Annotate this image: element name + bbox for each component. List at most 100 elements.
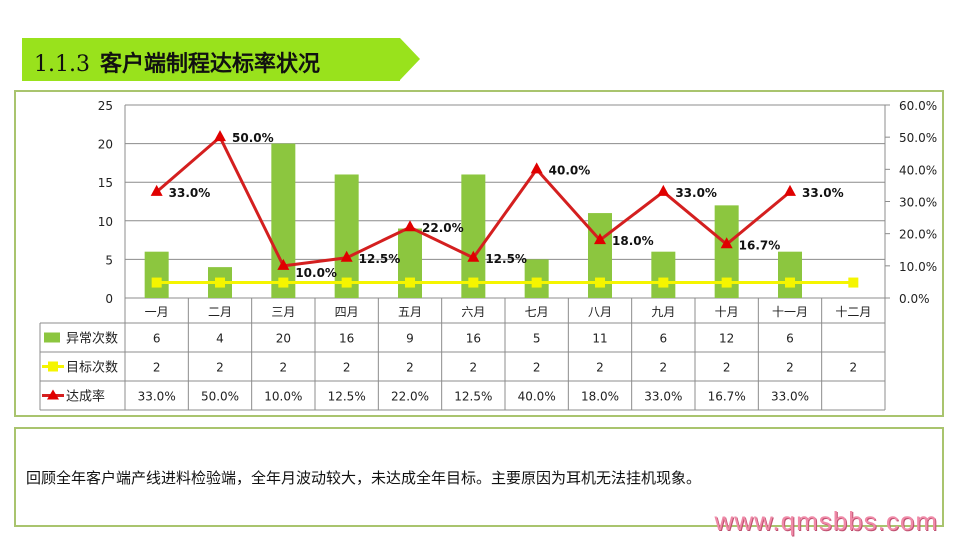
month-label: 一月: [145, 305, 169, 319]
target-marker: [151, 277, 162, 288]
rate-data-label: 18.0%: [612, 234, 654, 248]
target-marker: [405, 277, 415, 288]
right-axis-tick: 40.0%: [899, 163, 937, 177]
target-marker: [531, 277, 542, 288]
target-marker: [595, 277, 605, 288]
rate-data-label: 33.0%: [802, 186, 844, 200]
rate-marker: [594, 233, 606, 245]
month-label: 二月: [208, 305, 232, 319]
rate-data-label: 22.0%: [422, 221, 464, 235]
title-text: 客户端制程达标率状况: [99, 52, 320, 77]
table-cell: 9: [406, 332, 414, 346]
rate-marker: [720, 237, 733, 249]
left-axis-tick: 5: [105, 253, 113, 267]
bar: [778, 251, 802, 298]
left-axis-tick: 0: [105, 292, 113, 306]
left-axis-tick: 10: [98, 215, 113, 229]
legend-label: 达成率: [66, 389, 105, 405]
table-cell: 6: [153, 332, 161, 346]
table-cell: 12.5%: [454, 390, 492, 404]
month-label: 十二月: [835, 305, 871, 319]
bar: [271, 143, 296, 298]
table-cell: 10.0%: [264, 390, 302, 404]
bar: [461, 174, 486, 298]
right-axis-tick: 10.0%: [899, 260, 937, 274]
right-axis-tick: 0.0%: [899, 292, 930, 306]
right-axis-tick: 20.0%: [899, 228, 937, 242]
target-marker: [658, 277, 669, 288]
page-title: 1.1.3 客户端制程达标率状况: [34, 46, 320, 78]
table-cell: 4: [216, 332, 224, 346]
table-cell: 2: [786, 361, 794, 375]
rate-marker: [784, 184, 796, 196]
table-cell: 2: [533, 361, 541, 375]
legend-marker-icon: [47, 389, 59, 400]
section-number: 1.1.3: [34, 52, 90, 77]
bar: [334, 174, 359, 298]
month-label: 九月: [651, 305, 675, 319]
left-axis-tick: 25: [98, 99, 113, 113]
table-cell: 50.0%: [201, 390, 239, 404]
right-axis-tick: 50.0%: [899, 131, 937, 145]
title-banner: [22, 38, 400, 81]
month-label: 八月: [588, 305, 612, 319]
table-cell: 2: [850, 361, 858, 375]
table-cell: 33.0%: [771, 390, 809, 404]
rate-marker: [277, 258, 290, 270]
table-cell: 2: [280, 361, 288, 375]
rate-marker: [467, 250, 480, 262]
chart-panel: [14, 90, 944, 417]
rate-marker: [214, 130, 226, 142]
note-text: 回顾全年客户端产线进料检验端，全年月波动较大，未达成全年目标。主要原因为耳机无法…: [26, 469, 702, 487]
target-marker: [721, 277, 732, 288]
table-cell: 2: [596, 361, 604, 375]
bar: [144, 251, 169, 298]
table-cell: 6: [786, 332, 794, 346]
legend-marker-icon: [48, 361, 58, 372]
table-cell: 22.0%: [391, 390, 429, 404]
target-marker: [785, 277, 795, 288]
table-cell: 2: [470, 361, 478, 375]
month-label: 十月: [715, 305, 739, 319]
legend-label: 异常次数: [66, 331, 118, 347]
month-label: 十一月: [772, 305, 808, 319]
table-cell: 2: [406, 361, 414, 375]
table-cell: 6: [660, 332, 668, 346]
table-cell: 40.0%: [518, 390, 556, 404]
rate-marker: [340, 250, 353, 262]
table-cell: 11: [592, 332, 607, 346]
left-axis-tick: 15: [98, 176, 113, 190]
rate-data-label: 33.0%: [169, 186, 211, 200]
rate-marker: [150, 184, 163, 196]
target-marker: [215, 277, 225, 288]
month-label: 四月: [335, 305, 359, 319]
table-cell: 2: [660, 361, 668, 375]
target-marker: [848, 277, 859, 288]
bar: [398, 228, 422, 298]
table-cell: 33.0%: [644, 390, 682, 404]
right-axis-tick: 60.0%: [899, 99, 937, 113]
rate-data-label: 10.0%: [295, 266, 337, 280]
table-cell: 2: [343, 361, 351, 375]
table-cell: 33.0%: [138, 390, 176, 404]
rate-marker: [404, 220, 416, 232]
bar: [651, 251, 676, 298]
table-cell: 16: [339, 332, 354, 346]
right-axis-tick: 30.0%: [899, 196, 937, 210]
left-axis-tick: 20: [98, 138, 113, 152]
month-label: 三月: [271, 305, 295, 319]
legend-label: 目标次数: [66, 360, 118, 376]
table-cell: 5: [533, 332, 541, 346]
table-cell: 2: [216, 361, 224, 375]
table-cell: 18.0%: [581, 390, 619, 404]
table-cell: 12: [719, 332, 734, 346]
table-cell: 2: [723, 361, 731, 375]
rate-data-label: 12.5%: [359, 252, 401, 266]
rate-data-label: 12.5%: [485, 252, 527, 266]
table-cell: 16.7%: [708, 390, 746, 404]
month-label: 六月: [461, 305, 485, 319]
month-label: 七月: [525, 305, 549, 319]
title-banner-arrow: [400, 38, 420, 80]
rate-data-label: 50.0%: [232, 131, 274, 145]
legend-bar-icon: [44, 332, 60, 343]
